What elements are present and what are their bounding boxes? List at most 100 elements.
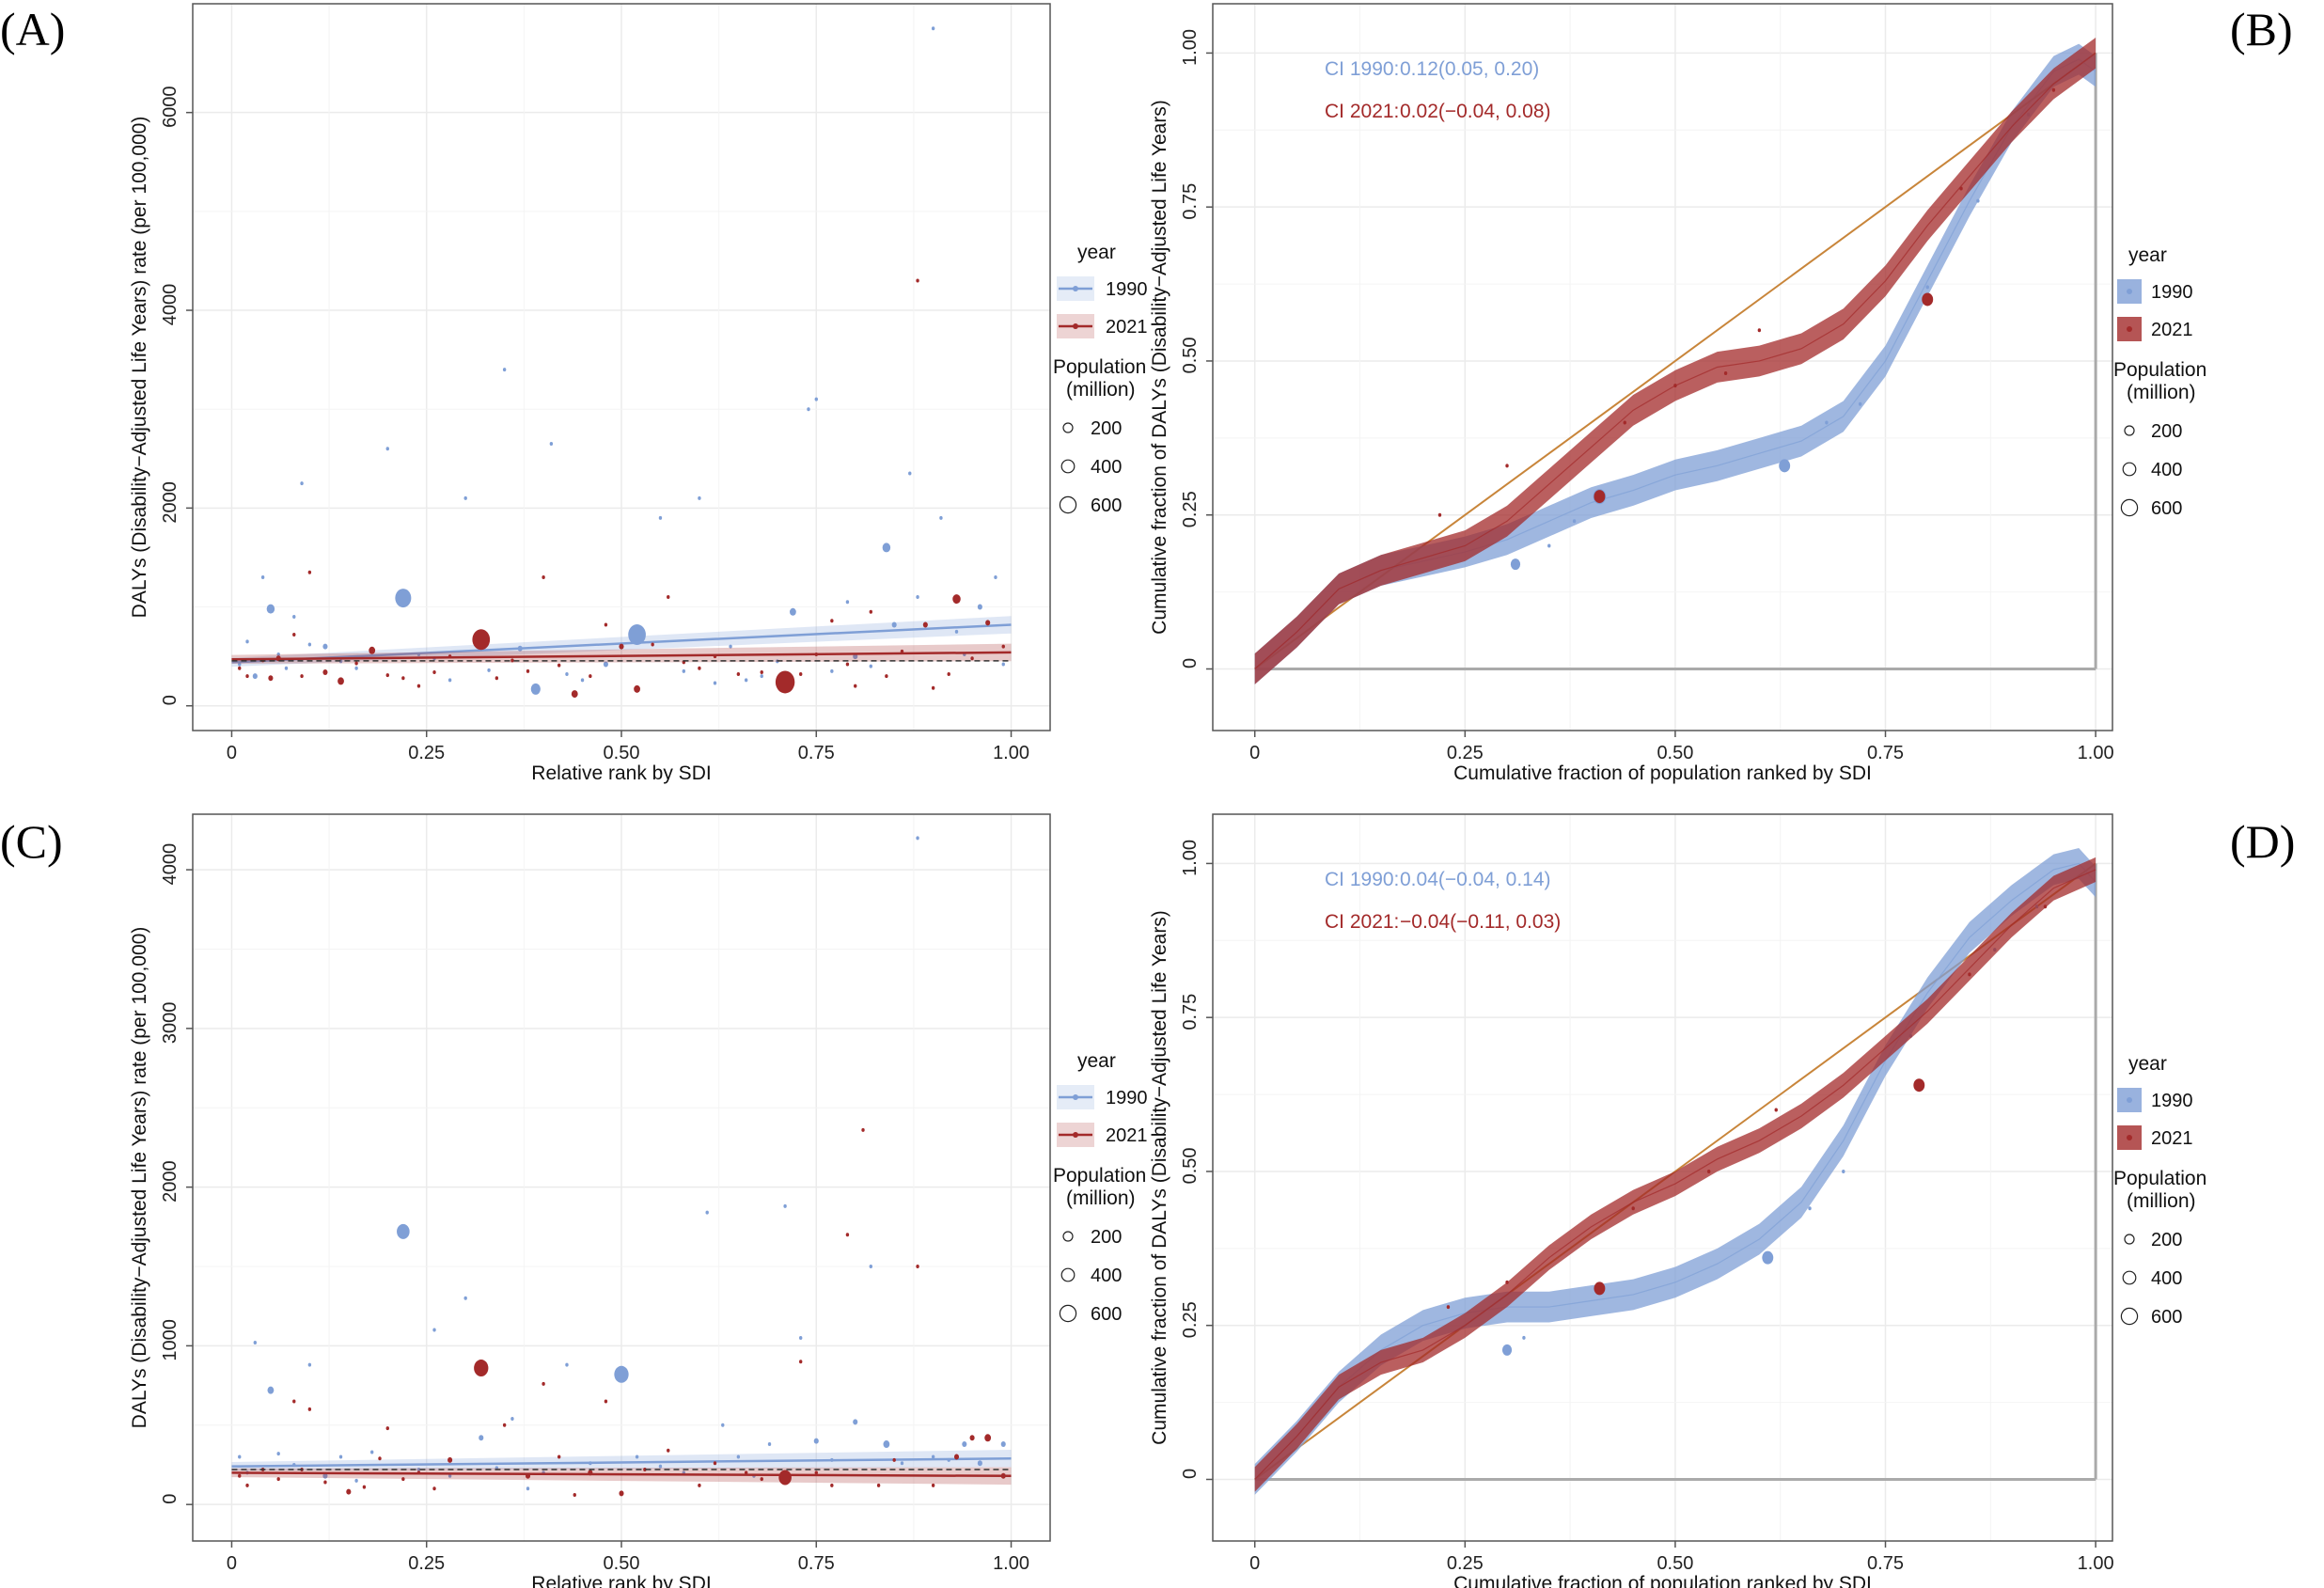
- panel-c-point-1990-42: [947, 1457, 950, 1462]
- panel-a-point-2021-40: [854, 684, 857, 688]
- panel-a-point-1990-41: [845, 600, 850, 605]
- panel-a-xtick-label-0: 0: [227, 743, 237, 763]
- panel-b-legend-dot-1990: [2127, 289, 2132, 294]
- panel-c-point-1990-12: [416, 1468, 421, 1472]
- panel-c-point-2021-36: [861, 1127, 865, 1132]
- panel-tag-c: (C): [0, 815, 63, 868]
- panel-a-point-2021-13: [401, 676, 405, 681]
- panel-c-point-1990-25: [658, 1464, 663, 1469]
- panel-d-point-1990-3: [1808, 1206, 1812, 1211]
- panel-d-xtick-label-0: 0: [1249, 1553, 1260, 1574]
- panel-b-ytick-label-0: 0: [1180, 658, 1201, 668]
- panel-c-point-2021-29: [744, 1470, 748, 1475]
- panel-c-point-1990-28: [721, 1423, 725, 1427]
- panel-d-legend-size-circle-200: [2124, 1234, 2135, 1245]
- panel-a-point-2021-37: [814, 652, 818, 657]
- panel-c-point-1990-2: [253, 1341, 258, 1345]
- panel-d-legend-size-label-200: 200: [2151, 1230, 2182, 1250]
- panel-c-point-1990-4: [276, 1452, 280, 1456]
- panel-a-point-2021-10: [354, 661, 358, 666]
- panel-b-point-2021-7: [1757, 328, 1762, 333]
- panel-a-point-2021-7: [307, 570, 312, 574]
- panel-d-ytick-label-3: 0.75: [1180, 994, 1201, 1030]
- panel-b-point-1990-2: [1779, 459, 1791, 473]
- panel-d-ci-label-2021: CI 2021:: [1325, 911, 1399, 933]
- panel-a-ytick-label-0: 0: [160, 695, 181, 705]
- panel-c-legend-dot-1990: [1073, 1094, 1078, 1100]
- panel-a-legend-size-circle-400: [1060, 459, 1076, 474]
- panel-d-ci-label-1990: CI 1990:: [1325, 869, 1399, 890]
- panel-c-xtick-label-4: 1.00: [993, 1553, 1029, 1574]
- panel-c-xtick-label-1: 0.25: [408, 1553, 445, 1574]
- panel-c-ytick-label-0: 0: [160, 1494, 181, 1504]
- panel-b-xtick-label-2: 0.50: [1657, 743, 1693, 763]
- panel-d-xtick-label-4: 1.00: [2078, 1553, 2114, 1574]
- panel-a-point-2021-38: [830, 619, 834, 623]
- panel-a-point-2021-15: [432, 669, 436, 674]
- panel-a-point-2021-6: [300, 674, 304, 679]
- panel-d-curve-1990: [1254, 862, 2096, 1480]
- panel-b-legend-pop-title-line2: (million): [2127, 382, 2196, 403]
- panel-c-point-2021-28: [713, 1461, 717, 1466]
- panel-c-point-1990-41: [931, 1454, 935, 1459]
- panel-c-legend-size-label-400: 400: [1091, 1266, 1122, 1286]
- panel-c-slope-index-chart: 0 0.25 0.50 0.75 1.00 0 1000 2000 3000 4000 Relati…: [129, 813, 1148, 1588]
- panel-a-point-1990-43: [869, 664, 873, 668]
- panel-a-point-1990-22: [517, 645, 523, 652]
- panel-a-point-1990-33: [729, 644, 732, 649]
- panel-a-point-2021-49: [970, 656, 974, 661]
- panel-c-ytick-label-2: 2000: [160, 1160, 181, 1203]
- panel-a-xtick-label-3: 0.75: [798, 743, 835, 763]
- panel-tag-b: (B): [2230, 3, 2293, 55]
- panel-c-point-1990-21: [565, 1362, 569, 1367]
- panel-c-point-1990-19: [526, 1486, 530, 1491]
- panel-a-point-2021-28: [651, 642, 654, 647]
- panel-d-legend-pop-title-line2: (million): [2127, 1190, 2196, 1212]
- panel-c-point-2021-42: [969, 1435, 975, 1441]
- panel-a-ytick-label-3: 6000: [160, 86, 181, 128]
- panel-c-point-1990-37: [869, 1265, 873, 1269]
- panel-c-point-2021-8: [346, 1488, 352, 1495]
- panel-c-point-1990-33: [798, 1335, 803, 1340]
- panel-a-legend-label-1990: 1990: [1106, 279, 1148, 300]
- panel-a-point-2021-32: [713, 654, 717, 659]
- panel-b-legend: year 1990 2021 Population(million) 200 400 600: [2113, 244, 2206, 519]
- panel-c-point-1990-15: [463, 1296, 467, 1300]
- panel-a-legend-size-label-200: 200: [1091, 418, 1122, 439]
- panel-c-point-1990-38: [883, 1440, 890, 1449]
- panel-c-legend-dot-2021: [1073, 1132, 1078, 1138]
- panel-c-point-1990-40: [916, 836, 919, 841]
- panel-d-point-2021-0: [1594, 1281, 1606, 1296]
- panel-a-legend-label-2021: 2021: [1106, 317, 1148, 338]
- panel-a-point-1990-18: [448, 678, 452, 683]
- panel-a-fit-line-2021: [231, 651, 1012, 661]
- panel-b-point-2021-1: [1922, 292, 1934, 307]
- panel-c-point-1990-27: [705, 1210, 709, 1215]
- panel-a-point-2021-31: [698, 666, 701, 670]
- panel-a-legend-dot-2021: [1073, 323, 1078, 329]
- panel-c-point-1990-39: [900, 1461, 904, 1466]
- panel-a-point-2021-24: [589, 674, 592, 679]
- panel-a-legend-pop-title-line2: (million): [1066, 379, 1136, 401]
- panel-a-point-2021-11: [369, 646, 376, 654]
- panel-c-point-2021-32: [798, 1360, 803, 1364]
- panel-c-point-1990-5: [292, 1462, 296, 1467]
- panel-c-point-2021-34: [830, 1483, 834, 1487]
- panel-c-grid: [193, 814, 1050, 1541]
- panel-a-x-axis-title: Relative rank by SDI: [531, 763, 711, 784]
- panel-c-legend-label-1990: 1990: [1106, 1088, 1148, 1108]
- panel-c-point-1990-35: [830, 1457, 834, 1462]
- panel-a-grid: [193, 4, 1050, 731]
- panel-c-legend-label-2021: 2021: [1106, 1125, 1148, 1146]
- panel-a-point-2021-39: [845, 662, 850, 667]
- panel-c-point-1990-22: [589, 1461, 592, 1466]
- panel-a-legend-dot-1990: [1073, 286, 1078, 291]
- panel-d-ytick-label-0: 0: [1180, 1469, 1201, 1479]
- panel-b-legend-year-title: year: [2128, 244, 2167, 266]
- panel-c-x-axis-title: Relative rank by SDI: [531, 1573, 711, 1588]
- panel-d-point-1990-0: [1501, 1344, 1513, 1356]
- panel-b-point-2021-6: [1723, 371, 1728, 376]
- panel-c-legend-size-circle-200: [1062, 1231, 1074, 1242]
- panel-d-plot-frame: [1212, 813, 2113, 1542]
